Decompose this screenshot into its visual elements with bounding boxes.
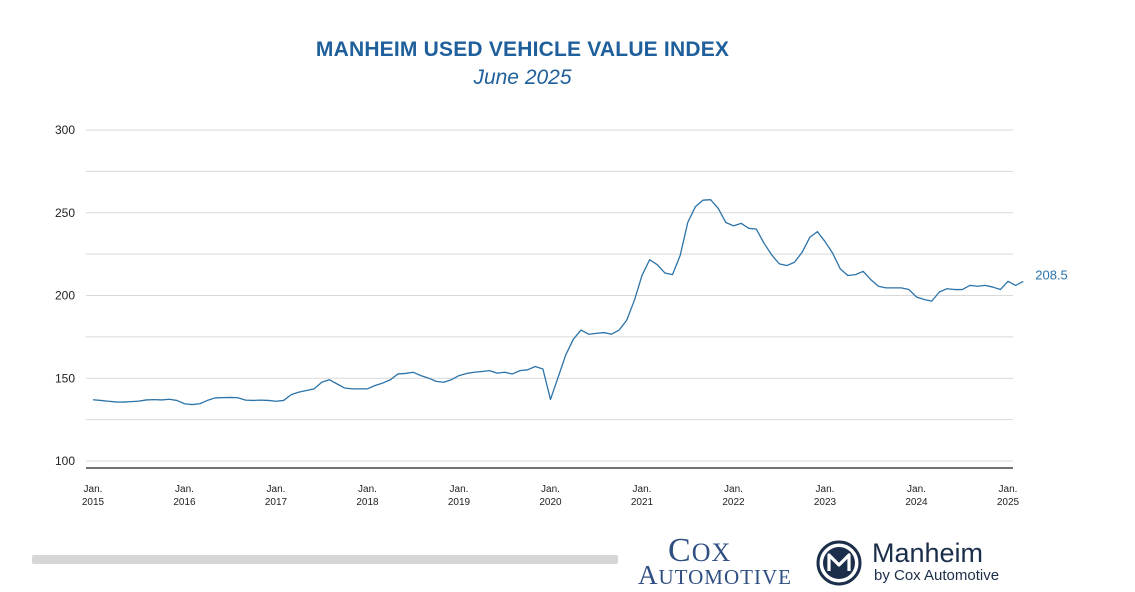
series-line bbox=[92, 199, 1024, 406]
chart-subtitle: June 2025 bbox=[473, 66, 572, 89]
x-tick-label: Jan. 2018 bbox=[356, 484, 379, 508]
y-tick-label: 100 bbox=[55, 454, 75, 468]
x-tick-label: Jan. 2025 bbox=[997, 484, 1020, 508]
y-tick-label: 250 bbox=[55, 206, 75, 220]
x-tick-label: Jan. 2017 bbox=[265, 484, 288, 508]
manheim-tagline: by Cox Automotive bbox=[874, 567, 1000, 584]
x-tick-label: Jan. 2022 bbox=[722, 484, 745, 508]
manheim-wordmark: Manheim bbox=[872, 538, 984, 568]
x-axis-ticks: Jan. 2015 Jan. 2016 Jan. 2017 Jan. 2018 Jan. 2019… bbox=[82, 484, 1020, 508]
x-tick-label: Jan. 2020 bbox=[539, 484, 562, 508]
x-tick-label: Jan. 2021 bbox=[631, 484, 654, 508]
y-tick-label: 150 bbox=[55, 371, 75, 385]
horizontal-scrollbar[interactable] bbox=[32, 555, 618, 564]
y-tick-label: 300 bbox=[55, 123, 75, 137]
x-tick-label: Jan. 2015 bbox=[82, 484, 105, 508]
y-tick-label: 200 bbox=[55, 289, 75, 303]
manheim-logo: Manheim by Cox Automotive bbox=[816, 538, 1026, 588]
cox-logo-wordmark-bottom: AUTOMOTIVE bbox=[638, 560, 792, 590]
cox-logo-wordmark-top: COX bbox=[668, 532, 732, 569]
x-tick-label: Jan. 2019 bbox=[448, 484, 471, 508]
y-axis-ticks: 300 250 200 150 100 bbox=[55, 123, 75, 468]
last-value-label: 208.5 bbox=[1035, 267, 1068, 282]
cox-automotive-logo: COX AUTOMOTIVE bbox=[638, 532, 800, 591]
gridlines bbox=[86, 129, 1013, 462]
x-tick-label: Jan. 2016 bbox=[173, 484, 196, 508]
line-chart: 300 250 200 150 100 Jan. 2015 Jan. 2016 Jan. 2017… bbox=[55, 123, 1068, 508]
chart-title: MANHEIM USED VEHICLE VALUE INDEX bbox=[315, 38, 730, 61]
manheim-mark-icon bbox=[816, 540, 862, 586]
x-tick-label: Jan. 2023 bbox=[814, 484, 837, 508]
x-tick-label: Jan. 2024 bbox=[905, 484, 928, 508]
